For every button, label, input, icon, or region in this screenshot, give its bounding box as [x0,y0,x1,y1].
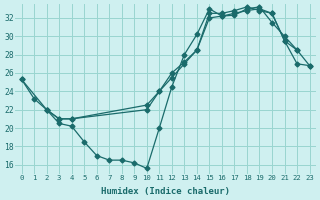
X-axis label: Humidex (Indice chaleur): Humidex (Indice chaleur) [101,187,230,196]
